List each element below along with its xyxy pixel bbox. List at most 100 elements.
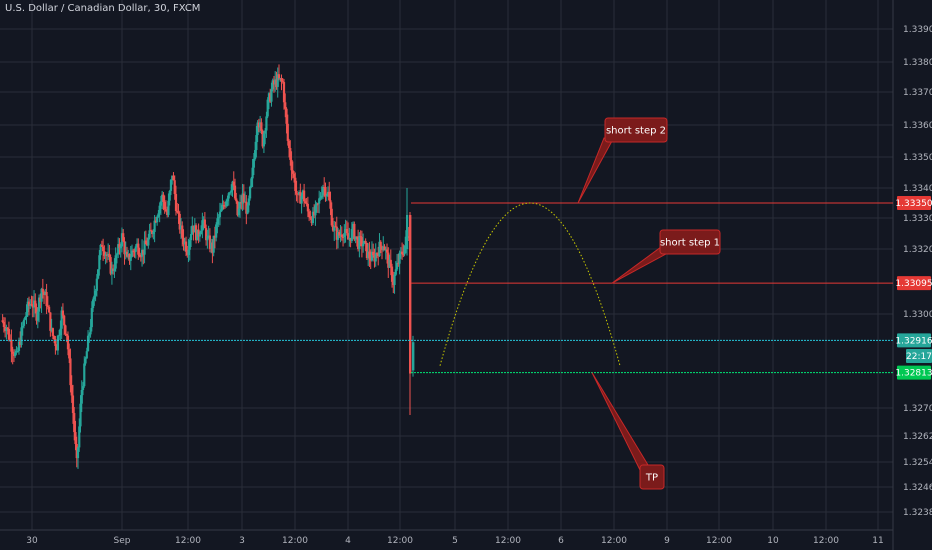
candle-body [32, 300, 36, 308]
candle-body [348, 237, 351, 240]
candle-body [115, 254, 119, 256]
candle-body [99, 244, 102, 256]
candle-body [259, 122, 262, 128]
candle-body [113, 268, 116, 271]
x-tick-label: 10 [767, 536, 779, 546]
candle-body [360, 237, 363, 247]
candle-body [41, 288, 44, 292]
candle-body [148, 230, 151, 238]
candle-body [393, 274, 396, 285]
candle-body [370, 251, 374, 261]
price-label: 1.33350 [895, 199, 932, 209]
candle-body [127, 253, 130, 257]
candle-body [76, 447, 80, 459]
candle-body [216, 218, 219, 225]
candle-body [231, 181, 234, 191]
candle-body [406, 215, 409, 249]
candle-body [377, 253, 380, 257]
candle-body [374, 253, 377, 262]
candle-body [200, 230, 203, 235]
candle-body [384, 249, 387, 251]
candle-body [407, 236, 410, 238]
candle-body [79, 403, 82, 427]
y-tick-label: 1.33300 [903, 214, 932, 224]
price-label: 1.32916 [895, 336, 932, 346]
candle-body [289, 148, 292, 160]
candle-body [112, 268, 115, 271]
y-tick-label: 1.32380 [903, 508, 932, 518]
x-tick-label: Sep [114, 536, 131, 546]
candle-body [241, 193, 244, 204]
candle-body [88, 334, 91, 336]
candle-body [271, 80, 274, 90]
candle-body [168, 190, 171, 201]
candle-body [58, 335, 61, 337]
candle-body [174, 194, 178, 212]
candle-body [158, 205, 161, 214]
price-label-bg [897, 196, 931, 210]
candle-body [45, 291, 48, 307]
candle-body [17, 341, 21, 351]
candle-body [387, 252, 390, 268]
price-label-bg [897, 276, 931, 291]
candle-body [269, 93, 272, 102]
candle-body [314, 205, 317, 216]
candle-body [125, 251, 129, 257]
candle-body [242, 193, 245, 203]
y-tick-label: 1.33700 [903, 88, 932, 98]
candle-body [306, 203, 309, 212]
candle-body [213, 235, 217, 238]
candle-body [315, 203, 318, 206]
price-label-bg [906, 349, 932, 363]
candle-body [201, 220, 204, 231]
candle-body [133, 251, 136, 253]
candle-body [264, 130, 267, 134]
candle-body [15, 351, 18, 353]
candle-body [365, 242, 369, 259]
candle-body [284, 102, 287, 109]
candle-body [34, 300, 37, 308]
candle-body [186, 251, 189, 255]
candle-body [261, 130, 264, 147]
candle-body [383, 246, 386, 251]
price-label-bg [897, 365, 931, 380]
y-tick-label: 1.33800 [903, 58, 932, 68]
candle-body [208, 235, 211, 249]
candle-body [240, 202, 243, 204]
candle-body [308, 211, 311, 218]
candle-body [147, 237, 150, 246]
candle-body [188, 240, 191, 250]
candle-body [95, 278, 98, 291]
candle-body [179, 225, 183, 230]
candle-body [346, 233, 350, 240]
candle-body [107, 253, 110, 256]
y-tick-label: 1.33400 [903, 184, 932, 194]
candle-body [78, 426, 81, 448]
price-label: 22:17 [906, 352, 932, 362]
candle-body [25, 312, 28, 318]
candle-body [235, 198, 238, 202]
candle-body [345, 228, 348, 234]
candle-body [85, 351, 88, 359]
candle-body [303, 190, 306, 202]
candle-body [333, 226, 336, 231]
candle-body [162, 194, 165, 202]
x-tick-label: 12:00 [282, 536, 308, 546]
candle-body [64, 325, 67, 334]
candle-body [42, 291, 46, 295]
candle-body [194, 225, 198, 241]
candle-body [154, 220, 157, 223]
x-tick-label: 6 [558, 536, 564, 546]
candle-body [90, 308, 93, 328]
x-tick-label: 12:00 [601, 536, 627, 546]
candle-body [203, 219, 206, 229]
candle-body [338, 232, 341, 236]
candle-body [44, 291, 47, 295]
callout-tp-pointer [591, 372, 649, 471]
candle-body [260, 122, 263, 131]
candle-body [318, 198, 321, 204]
candle-body [176, 211, 179, 213]
candle-body [138, 254, 141, 257]
candle-body [20, 327, 23, 345]
